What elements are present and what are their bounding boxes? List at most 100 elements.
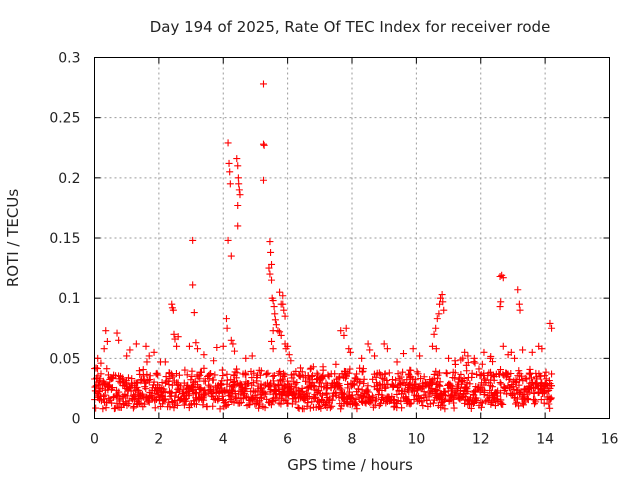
data-point: [292, 367, 300, 375]
data-point: [531, 396, 539, 404]
data-point: [528, 348, 536, 356]
data-point: [146, 376, 154, 384]
data-point: [235, 186, 243, 194]
data-point: [208, 390, 216, 398]
data-point: [364, 382, 372, 390]
data-point: [142, 385, 150, 393]
data-point: [103, 365, 111, 373]
data-point: [506, 375, 514, 383]
data-point: [548, 324, 556, 332]
data-point: [356, 377, 364, 385]
data-point: [123, 392, 131, 400]
data-point: [233, 155, 241, 163]
data-point: [525, 388, 533, 396]
data-point: [248, 352, 256, 360]
data-point: [269, 297, 277, 305]
data-point: [245, 379, 253, 387]
data-point: [241, 389, 249, 397]
data-point: [246, 401, 254, 409]
data-point: [548, 370, 556, 378]
data-point: [538, 345, 546, 353]
data-point: [364, 388, 372, 396]
data-point: [288, 374, 296, 382]
data-point: [328, 396, 336, 404]
data-point: [471, 395, 479, 403]
data-point: [232, 374, 240, 382]
data-point: [223, 370, 231, 378]
data-point: [470, 399, 478, 407]
data-point: [272, 321, 280, 329]
data-point: [342, 324, 350, 332]
data-point: [215, 389, 223, 397]
data-point: [418, 398, 426, 406]
data-point: [192, 389, 200, 397]
data-point: [398, 404, 406, 412]
data-point: [350, 381, 358, 389]
data-point: [459, 354, 467, 362]
data-point: [442, 369, 450, 377]
data-point: [223, 324, 231, 332]
data-point: [304, 389, 312, 397]
data-point: [234, 162, 242, 170]
data-point: [161, 389, 169, 397]
data-point: [349, 380, 357, 388]
data-point: [369, 396, 377, 404]
data-point: [340, 331, 348, 339]
data-point: [162, 373, 170, 381]
data-point: [294, 403, 302, 411]
data-point: [181, 396, 189, 404]
data-point: [491, 402, 499, 410]
data-point: [499, 274, 507, 282]
data-point: [219, 342, 227, 350]
data-point: [503, 371, 511, 379]
data-point: [437, 294, 445, 302]
data-point: [545, 377, 553, 385]
data-point: [126, 346, 134, 354]
data-point: [175, 371, 183, 379]
data-point: [546, 319, 554, 327]
data-point: [226, 168, 234, 176]
data-point: [92, 364, 100, 372]
data-point: [183, 371, 191, 379]
data-point: [477, 403, 485, 411]
chart-title: Day 194 of 2025, Rate Of TEC Index for r…: [150, 18, 551, 36]
data-point: [443, 370, 451, 378]
data-point: [416, 352, 424, 360]
data-point: [103, 337, 111, 345]
data-point: [468, 373, 476, 381]
data-point: [225, 159, 233, 167]
data-point: [306, 404, 314, 412]
data-point: [428, 342, 436, 350]
data-point: [388, 392, 396, 400]
data-point: [200, 364, 208, 372]
data-point: [269, 372, 277, 380]
data-point: [205, 381, 213, 389]
data-point: [383, 376, 391, 384]
data-point: [344, 384, 352, 392]
data-point: [151, 404, 159, 412]
data-point: [268, 276, 276, 284]
data-point: [328, 402, 336, 410]
data-point: [270, 303, 278, 311]
data-point: [210, 357, 218, 365]
data-point: [460, 375, 468, 383]
x-tick-label: 8: [348, 432, 357, 448]
data-point: [168, 300, 176, 308]
x-tick-label: 12: [472, 432, 490, 448]
data-point: [209, 402, 217, 410]
data-point: [257, 380, 265, 388]
data-point: [259, 80, 267, 88]
data-point: [100, 345, 108, 353]
data-point: [523, 375, 531, 383]
data-point: [227, 336, 235, 344]
data-point: [542, 368, 550, 376]
data-point: [318, 375, 326, 383]
data-point: [297, 364, 304, 372]
data-point: [346, 348, 354, 356]
x-tick-label: 4: [219, 432, 228, 448]
data-point: [114, 392, 122, 400]
data-point: [205, 375, 213, 383]
data-point: [105, 394, 113, 402]
data-point: [518, 372, 526, 380]
data-point: [317, 404, 325, 412]
